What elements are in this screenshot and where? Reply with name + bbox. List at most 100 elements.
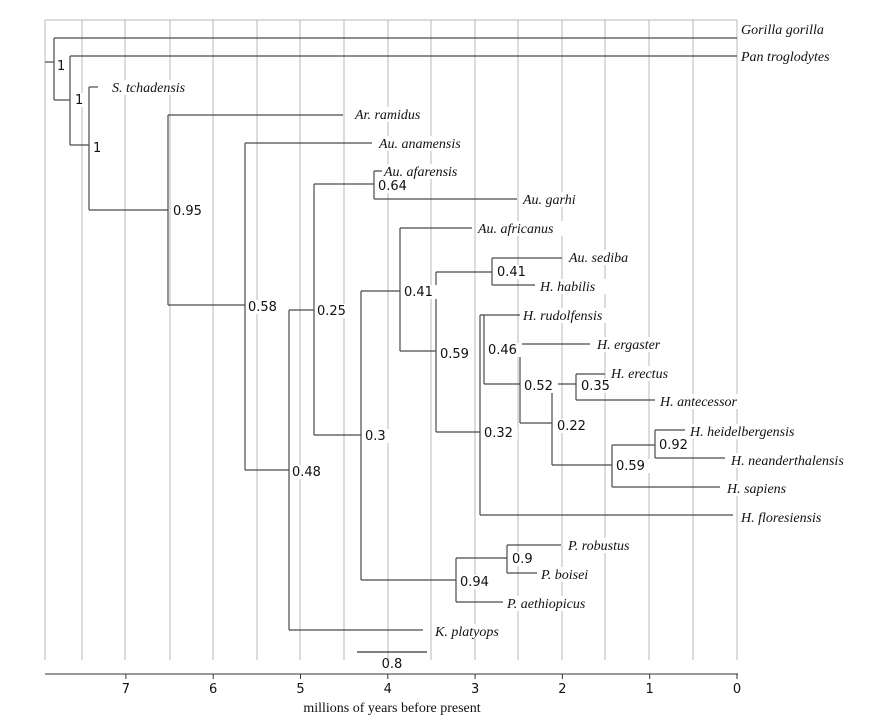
taxon-label-bg xyxy=(688,424,811,439)
support-value-label: 0.95 xyxy=(173,204,202,219)
support-label-bg xyxy=(495,265,531,279)
support-label-bg xyxy=(246,300,282,314)
taxon-label-bg xyxy=(658,394,748,409)
support-value-label: 0.25 xyxy=(317,304,346,319)
taxon-label-h-floresiensis: H. floresiensis xyxy=(740,511,822,526)
support-label-bg xyxy=(363,429,391,443)
support-value-label: 0.58 xyxy=(248,300,277,315)
taxon-label-bg xyxy=(521,308,618,323)
taxon-label-s-tchadensis: S. tchadensis xyxy=(112,81,186,96)
taxon-label-p-robustus: P. robustus xyxy=(567,539,630,554)
taxon-label-h-sapiens: H. sapiens xyxy=(726,482,787,497)
taxon-label-au-africanus: Au. africanus xyxy=(477,222,554,237)
support-value-label: 0.46 xyxy=(488,343,517,358)
support-label-bg xyxy=(315,304,351,318)
axis-tick-label: 5 xyxy=(296,682,304,697)
support-label-bg xyxy=(402,285,438,299)
taxon-label-bg xyxy=(595,337,672,352)
taxon-label-bg xyxy=(433,624,510,639)
axis-tick-label: 2 xyxy=(558,682,566,697)
support-value-label: 0.35 xyxy=(581,379,610,394)
support-label-bg xyxy=(555,419,591,433)
taxon-label-h-ergaster: H. ergaster xyxy=(596,338,661,353)
support-label-bg xyxy=(91,141,103,155)
taxon-label-au-anamensis: Au. anamensis xyxy=(378,137,461,152)
axis-tick-label: 4 xyxy=(384,682,392,697)
scale-bar-label: 0.8 xyxy=(382,657,403,672)
taxon-label-pan-troglodytes: Pan troglodytes xyxy=(740,50,830,65)
support-value-label: 0.9 xyxy=(512,552,533,567)
taxon-label-h-habilis: H. habilis xyxy=(539,280,596,295)
taxon-label-bg xyxy=(505,596,602,611)
support-label-bg xyxy=(579,379,615,393)
time-axis: 7 6 5 4 3 2 1 0 millions of years before presen… xyxy=(45,673,741,716)
taxon-label-bg xyxy=(725,481,795,496)
taxon-label-bg xyxy=(729,453,859,468)
taxon-label-bg xyxy=(539,567,603,582)
taxon-label-bg xyxy=(476,221,566,236)
taxon-label-bg xyxy=(538,279,608,294)
support-label-bg xyxy=(486,343,522,357)
support-label-bg xyxy=(290,465,326,479)
taxon-label-bg xyxy=(739,49,842,64)
support-value-label: 0.94 xyxy=(460,575,489,590)
support-value-label: 0.22 xyxy=(557,419,586,434)
axis-tick-label: 3 xyxy=(471,682,479,697)
scale-bar: 0.8 xyxy=(357,651,427,672)
support-value-label: 0.48 xyxy=(292,465,321,480)
axis-title: millions of years before present xyxy=(303,701,480,716)
axis-tick-label: 6 xyxy=(209,682,217,697)
taxon-label-h-heidelbergensis: H. heidelbergensis xyxy=(689,425,795,440)
support-label-bg xyxy=(522,379,558,393)
taxon-label-bg xyxy=(353,107,430,122)
taxon-label-bg xyxy=(377,136,467,151)
taxon-label-bg xyxy=(382,164,472,179)
support-value-label: 1 xyxy=(75,93,83,108)
support-value-label: 0.52 xyxy=(524,379,553,394)
support-label-bg xyxy=(510,552,538,566)
taxon-label-gorilla-gorilla: Gorilla gorilla xyxy=(741,23,824,38)
axis-tick-label: 1 xyxy=(646,682,654,697)
support-value-label: 0.92 xyxy=(659,438,688,453)
taxon-label-au-afarensis: Au. afarensis xyxy=(383,165,458,180)
support-value-label: 1 xyxy=(57,59,65,74)
taxon-label-h-rudolfensis: H. rudolfensis xyxy=(522,309,603,324)
support-value-label: 0.41 xyxy=(497,265,526,280)
taxon-label-ar-ramidus: Ar. ramidus xyxy=(354,108,421,123)
taxon-label-p-aethiopicus: P. aethiopicus xyxy=(506,597,586,612)
support-label-bg xyxy=(657,438,693,452)
taxon-label-h-antecessor: H. antecessor xyxy=(659,395,738,410)
taxon-label-bg xyxy=(110,80,200,95)
support-value-label: 1 xyxy=(93,141,101,156)
support-value-label: 0.59 xyxy=(440,347,469,362)
taxon-label-bg xyxy=(739,22,842,37)
taxon-label-bg xyxy=(739,510,842,525)
taxon-label-h-neanderthalensis: H. neanderthalensis xyxy=(730,454,844,469)
support-label-bg xyxy=(458,575,494,589)
support-value-label: 0.3 xyxy=(365,429,386,444)
support-label-bg xyxy=(55,59,67,73)
support-label-bg xyxy=(438,347,474,361)
branch-layer xyxy=(45,37,737,631)
taxon-label-au-sediba: Au. sediba xyxy=(568,251,628,266)
taxon-label-bg xyxy=(609,366,679,381)
taxon-label-k-platyops: K. platyops xyxy=(434,625,499,640)
taxon-label-p-boisei: P. boisei xyxy=(540,568,588,583)
axis-tick-label: 7 xyxy=(122,682,130,697)
taxon-label-au-garhi: Au. garhi xyxy=(522,193,576,208)
taxon-label-bg xyxy=(566,538,643,553)
support-labels: 1 1 1 0.95 0.64 0.58 0.25 0.41 0.41 0.59 0.46 0.52 0… xyxy=(55,59,693,590)
support-value-label: 0.32 xyxy=(484,426,513,441)
support-value-label: 0.59 xyxy=(616,459,645,474)
taxon-label-bg xyxy=(567,250,637,265)
taxon-label-h-erectus: H. erectus xyxy=(610,367,669,382)
axis-ticks: 7 6 5 4 3 2 1 0 xyxy=(122,674,741,697)
support-label-bg xyxy=(482,426,518,440)
taxon-label-bg xyxy=(521,192,585,207)
taxon-labels: Gorilla gorilla Pan troglodytes S. tchaden… xyxy=(110,22,859,640)
support-label-bg xyxy=(376,179,412,193)
support-label-bg xyxy=(171,204,207,218)
axis-tick-label: 0 xyxy=(733,682,741,697)
support-label-bg xyxy=(614,459,650,473)
